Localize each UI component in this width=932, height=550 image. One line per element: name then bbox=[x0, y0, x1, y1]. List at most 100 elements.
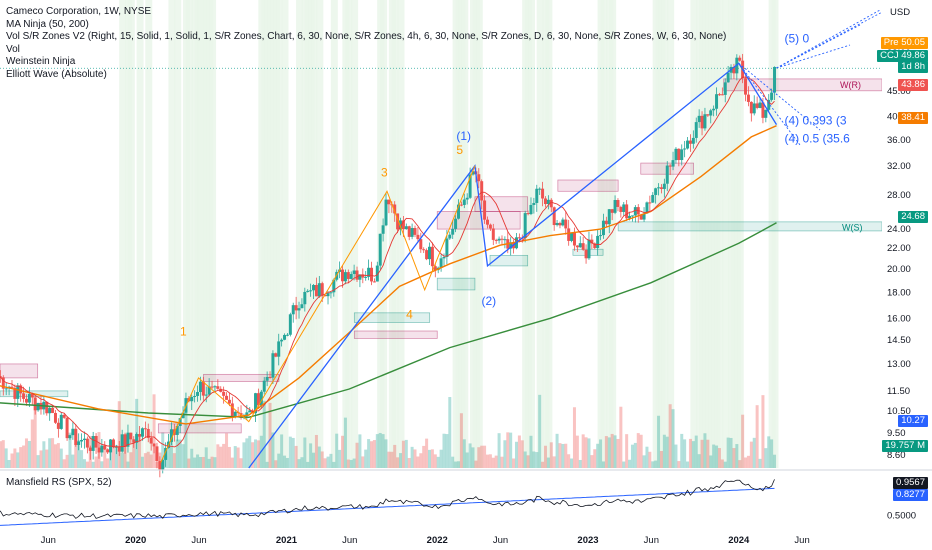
rs-value-label: 0.9567 bbox=[892, 477, 928, 489]
legend-elliott[interactable]: Elliott Wave (Absolute) bbox=[6, 68, 107, 80]
candle-body bbox=[4, 388, 8, 390]
volume-bar bbox=[349, 459, 353, 468]
candle-body bbox=[671, 160, 675, 167]
candle-body bbox=[706, 114, 710, 116]
candle-body bbox=[465, 197, 469, 200]
legend-ma-ninja[interactable]: MA Ninja (50, 200) bbox=[6, 18, 89, 30]
volume-bar bbox=[593, 449, 597, 468]
volume-bar bbox=[7, 459, 11, 468]
candle-body bbox=[111, 439, 115, 448]
volume-bar bbox=[587, 438, 591, 468]
candle-body bbox=[752, 103, 756, 114]
candle-body bbox=[526, 213, 530, 215]
candle-body bbox=[367, 267, 371, 277]
volume-bar bbox=[178, 439, 182, 468]
time-tick-label: Jun bbox=[794, 535, 809, 546]
volume-bar bbox=[645, 446, 649, 468]
volume-bar bbox=[712, 444, 716, 468]
volume-bar bbox=[558, 443, 562, 468]
price-tick-label: 24.00 bbox=[887, 224, 911, 235]
wave-label: (1) bbox=[456, 129, 471, 143]
candle-body bbox=[503, 239, 507, 241]
volume-bar bbox=[146, 451, 150, 468]
candle-body bbox=[683, 148, 687, 150]
elliott-impulse-line bbox=[248, 62, 778, 469]
candle-body bbox=[85, 438, 89, 448]
volume-bar bbox=[387, 451, 391, 468]
volume-bar bbox=[10, 453, 14, 468]
legend-vol[interactable]: Vol bbox=[6, 43, 20, 55]
volume-bar bbox=[280, 434, 284, 468]
volume-bar bbox=[535, 452, 539, 468]
candle-body bbox=[642, 213, 646, 220]
volume-bar bbox=[210, 456, 214, 468]
candle-body bbox=[770, 92, 774, 100]
candle-body bbox=[332, 279, 336, 293]
legend-title[interactable]: Cameco Corporation, 1W, NYSE bbox=[6, 6, 152, 17]
candle-body bbox=[529, 204, 533, 215]
indicator-legend: Cameco Corporation, 1W, NYSE MA Ninja (5… bbox=[6, 6, 726, 81]
candle-body bbox=[744, 78, 748, 95]
candle-body bbox=[688, 140, 692, 144]
candle-body bbox=[135, 434, 139, 443]
volume-bar bbox=[114, 445, 118, 468]
candle-body bbox=[419, 239, 423, 250]
volume-bar bbox=[616, 438, 620, 468]
stage-band bbox=[127, 0, 135, 468]
volume-bar bbox=[758, 458, 762, 468]
candle-body bbox=[604, 220, 608, 225]
volume-bar bbox=[706, 439, 710, 468]
candle-body bbox=[384, 199, 388, 226]
volume-bar bbox=[694, 435, 698, 468]
volume-bar bbox=[378, 432, 382, 468]
candle-body bbox=[648, 202, 652, 204]
volume-bar bbox=[584, 437, 588, 468]
candle-body bbox=[207, 386, 211, 395]
legend-weinstein[interactable]: Weinstein Ninja bbox=[6, 56, 76, 67]
volume-bar bbox=[312, 452, 316, 468]
candle-body bbox=[94, 436, 98, 448]
time-tick-label: Jun bbox=[342, 535, 357, 546]
volume-bar bbox=[741, 414, 745, 468]
volume-bar bbox=[404, 439, 408, 468]
volume-bar bbox=[413, 449, 417, 468]
candle-body bbox=[662, 183, 666, 189]
candle-body bbox=[665, 165, 669, 184]
candle-body bbox=[459, 204, 463, 206]
volume-bar bbox=[317, 446, 321, 468]
candle-body bbox=[599, 235, 603, 237]
candle-body bbox=[717, 94, 721, 96]
candle-body bbox=[19, 385, 23, 394]
volume-bar bbox=[715, 445, 719, 468]
candle-body bbox=[56, 422, 60, 429]
volume-bar bbox=[56, 443, 60, 468]
candle-body bbox=[535, 188, 539, 203]
candle-body bbox=[320, 283, 324, 296]
candle-body bbox=[178, 418, 182, 426]
candle-body bbox=[274, 353, 278, 357]
volume-bar bbox=[546, 457, 550, 468]
volume-bar bbox=[361, 456, 365, 468]
volume-bar bbox=[24, 438, 28, 468]
mansfield-rs-pane: 0.5000 bbox=[0, 469, 932, 526]
rs-legend[interactable]: Mansfield RS (SPX, 52) bbox=[6, 477, 112, 488]
candle-body bbox=[445, 238, 449, 257]
candle-body bbox=[164, 447, 168, 460]
volume-bar bbox=[274, 460, 278, 468]
volume-bar bbox=[82, 459, 86, 468]
candle-body bbox=[22, 393, 26, 399]
volume-bar bbox=[120, 452, 124, 468]
zone-label-support: W(S) bbox=[842, 222, 863, 232]
volume-bar bbox=[581, 434, 585, 468]
candle-body bbox=[564, 219, 568, 229]
price-label: CCJ 49.86 bbox=[877, 50, 928, 62]
volume-bar bbox=[390, 451, 394, 468]
legend-vol-zones[interactable]: Vol S/R Zones V2 (Right, 15, Solid, 1, S… bbox=[6, 31, 727, 42]
volume-bar bbox=[225, 433, 229, 468]
ma-short-line bbox=[0, 76, 775, 448]
candle-body bbox=[590, 239, 594, 244]
volume-bar bbox=[749, 441, 753, 468]
candle-body bbox=[204, 394, 208, 396]
volume-bar bbox=[152, 394, 156, 468]
